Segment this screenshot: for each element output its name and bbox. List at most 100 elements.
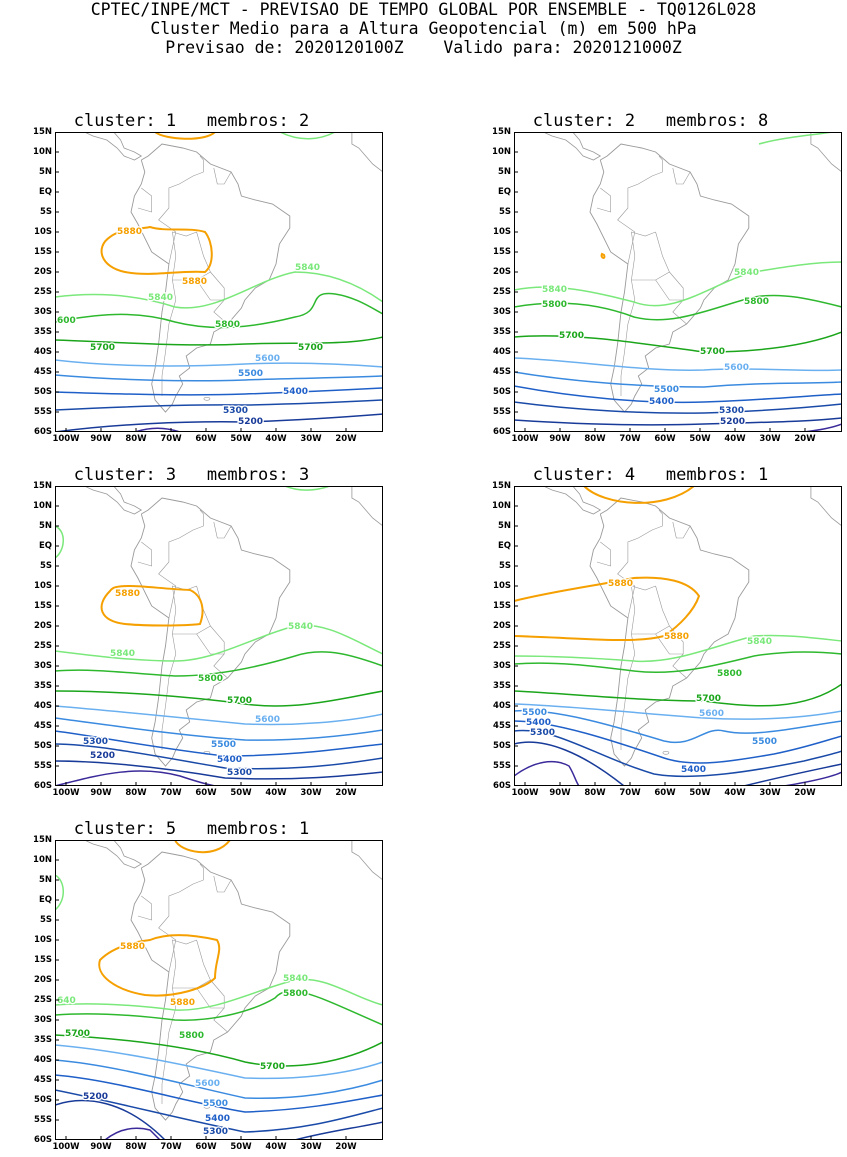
country-border — [596, 187, 611, 213]
lat-tick-label: 50S — [34, 741, 52, 751]
lon-tick-label: 90W — [90, 1142, 112, 1152]
contour-line-5880 — [100, 225, 213, 275]
lat-tick-label: 60S — [493, 427, 511, 437]
map-plot: 5880 5880 5840 5800 640 5700 5800 5700 5600 5200 5… — [55, 840, 383, 1140]
contour-label: 5400 — [681, 765, 706, 775]
lat-tick-label: 15S — [34, 601, 52, 611]
lat-tick-label: 5N — [38, 875, 52, 885]
contour-label: 5880 — [120, 942, 145, 952]
country-border — [137, 895, 152, 921]
lat-tick-label: 50S — [34, 1095, 52, 1105]
contour-line-5200 — [55, 760, 383, 780]
country-border — [620, 279, 636, 396]
lon-tick-label: 20W — [335, 1142, 357, 1152]
contour-line-5200 — [743, 763, 842, 786]
lat-tick-label: 15S — [34, 247, 52, 257]
contour-label: 5880 — [117, 227, 142, 237]
contour-label: 5400 — [217, 755, 242, 765]
contour-label: 5700 — [65, 1029, 90, 1039]
lon-tick-label: 90W — [549, 788, 571, 798]
contour-label: 5700 — [227, 696, 252, 706]
contour-label: 5840 — [288, 622, 313, 632]
lon-tick-label: 80W — [125, 434, 147, 444]
lat-tick-label: 5S — [498, 207, 511, 217]
contour-line-5880 — [600, 252, 606, 259]
contour-line-5880 — [98, 934, 221, 997]
contour-label: 5700 — [90, 343, 115, 353]
contour-label: 5600 — [699, 709, 724, 719]
lon-tick-label: 100W — [52, 1142, 80, 1152]
country-border — [172, 585, 211, 635]
lat-tick-label: 30S — [34, 307, 52, 317]
contour-line-5300 — [55, 399, 383, 411]
country-border — [213, 875, 232, 893]
contour-line-5600 — [514, 357, 842, 372]
lat-tick-label: 10N — [492, 501, 511, 511]
lat-tick-label: 10N — [33, 501, 52, 511]
lat-tick-label: 40S — [34, 701, 52, 711]
lon-tick-label: 30W — [300, 788, 322, 798]
lat-tick-label: 50S — [493, 387, 511, 397]
contour-label: 5880 — [115, 589, 140, 599]
lon-tick-label: 70W — [160, 434, 182, 444]
lon-tick-label: 20W — [335, 788, 357, 798]
contour-line-5300 — [514, 401, 842, 414]
lon-tick-label: 30W — [759, 788, 781, 798]
lat-tick-label: EQ — [38, 541, 52, 551]
lat-tick-label: 20S — [34, 267, 52, 277]
lat-tick-label: 55S — [493, 407, 511, 417]
contour-line-5800 — [514, 294, 842, 321]
contour-label: 5200 — [238, 417, 263, 427]
lat-tick-label: 25S — [493, 641, 511, 651]
map-plot: 5840 5840 5800 5800 5700 5700 5600 5500 5400 5300… — [514, 132, 842, 432]
contour-line-5200 — [55, 413, 383, 432]
contour-label: 5700 — [298, 343, 323, 353]
contour-label: 5800 — [179, 1031, 204, 1041]
contour-label: 5880 — [182, 277, 207, 287]
lat-tick-label: 20S — [34, 975, 52, 985]
lat-tick-label: 20S — [34, 621, 52, 631]
lon-tick-label: 50W — [689, 788, 711, 798]
lat-tick-label: 60S — [34, 781, 52, 791]
contour-label: 5300 — [530, 728, 555, 738]
panel-cluster-3: cluster: 3 membros: 3 15N 10N 5N EQ 5S 10S 15S 2… — [0, 466, 383, 798]
country-border — [655, 625, 684, 655]
central-america-coastline — [542, 132, 602, 161]
contour-label: 5600 — [724, 363, 749, 373]
contour-label: 5840 — [542, 285, 567, 295]
country-border — [158, 171, 204, 265]
lat-tick-label: EQ — [497, 541, 511, 551]
lat-tick-label: EQ — [38, 187, 52, 197]
contour-label: 5840 — [148, 293, 173, 303]
contour-line-5600 — [55, 705, 383, 726]
country-border — [161, 633, 177, 750]
africa-coastline — [351, 840, 383, 888]
lat-tick-label: 35S — [493, 681, 511, 691]
lat-tick-label: EQ — [497, 187, 511, 197]
contour-label: 5400 — [283, 387, 308, 397]
lat-tick-label: 40S — [34, 347, 52, 357]
contour-label: 5600 — [195, 1079, 220, 1089]
lat-tick-label: 50S — [34, 387, 52, 397]
lon-tick-label: 100W — [511, 788, 539, 798]
lat-tick-label: 5S — [39, 207, 52, 217]
contour-label: 5400 — [526, 718, 551, 728]
contour-label: 5500 — [211, 740, 236, 750]
country-border — [617, 171, 663, 265]
contour-line-5840 — [284, 486, 331, 491]
contour-line-5840 — [55, 525, 64, 559]
central-america-coastline — [83, 132, 143, 161]
contour-label: 5600 — [255, 715, 280, 725]
lat-tick-label: 55S — [34, 407, 52, 417]
contour-line-5400 — [55, 1074, 383, 1113]
country-border — [620, 633, 636, 750]
contour-label: 5300 — [203, 1127, 228, 1137]
contour-label: 5500 — [238, 369, 263, 379]
contour-line-5400 — [514, 720, 842, 764]
country-border — [213, 521, 232, 539]
lon-tick-label: 30W — [300, 1142, 322, 1152]
lat-tick-label: 35S — [493, 327, 511, 337]
lon-tick-label: 70W — [619, 434, 641, 444]
country-border — [196, 625, 225, 655]
